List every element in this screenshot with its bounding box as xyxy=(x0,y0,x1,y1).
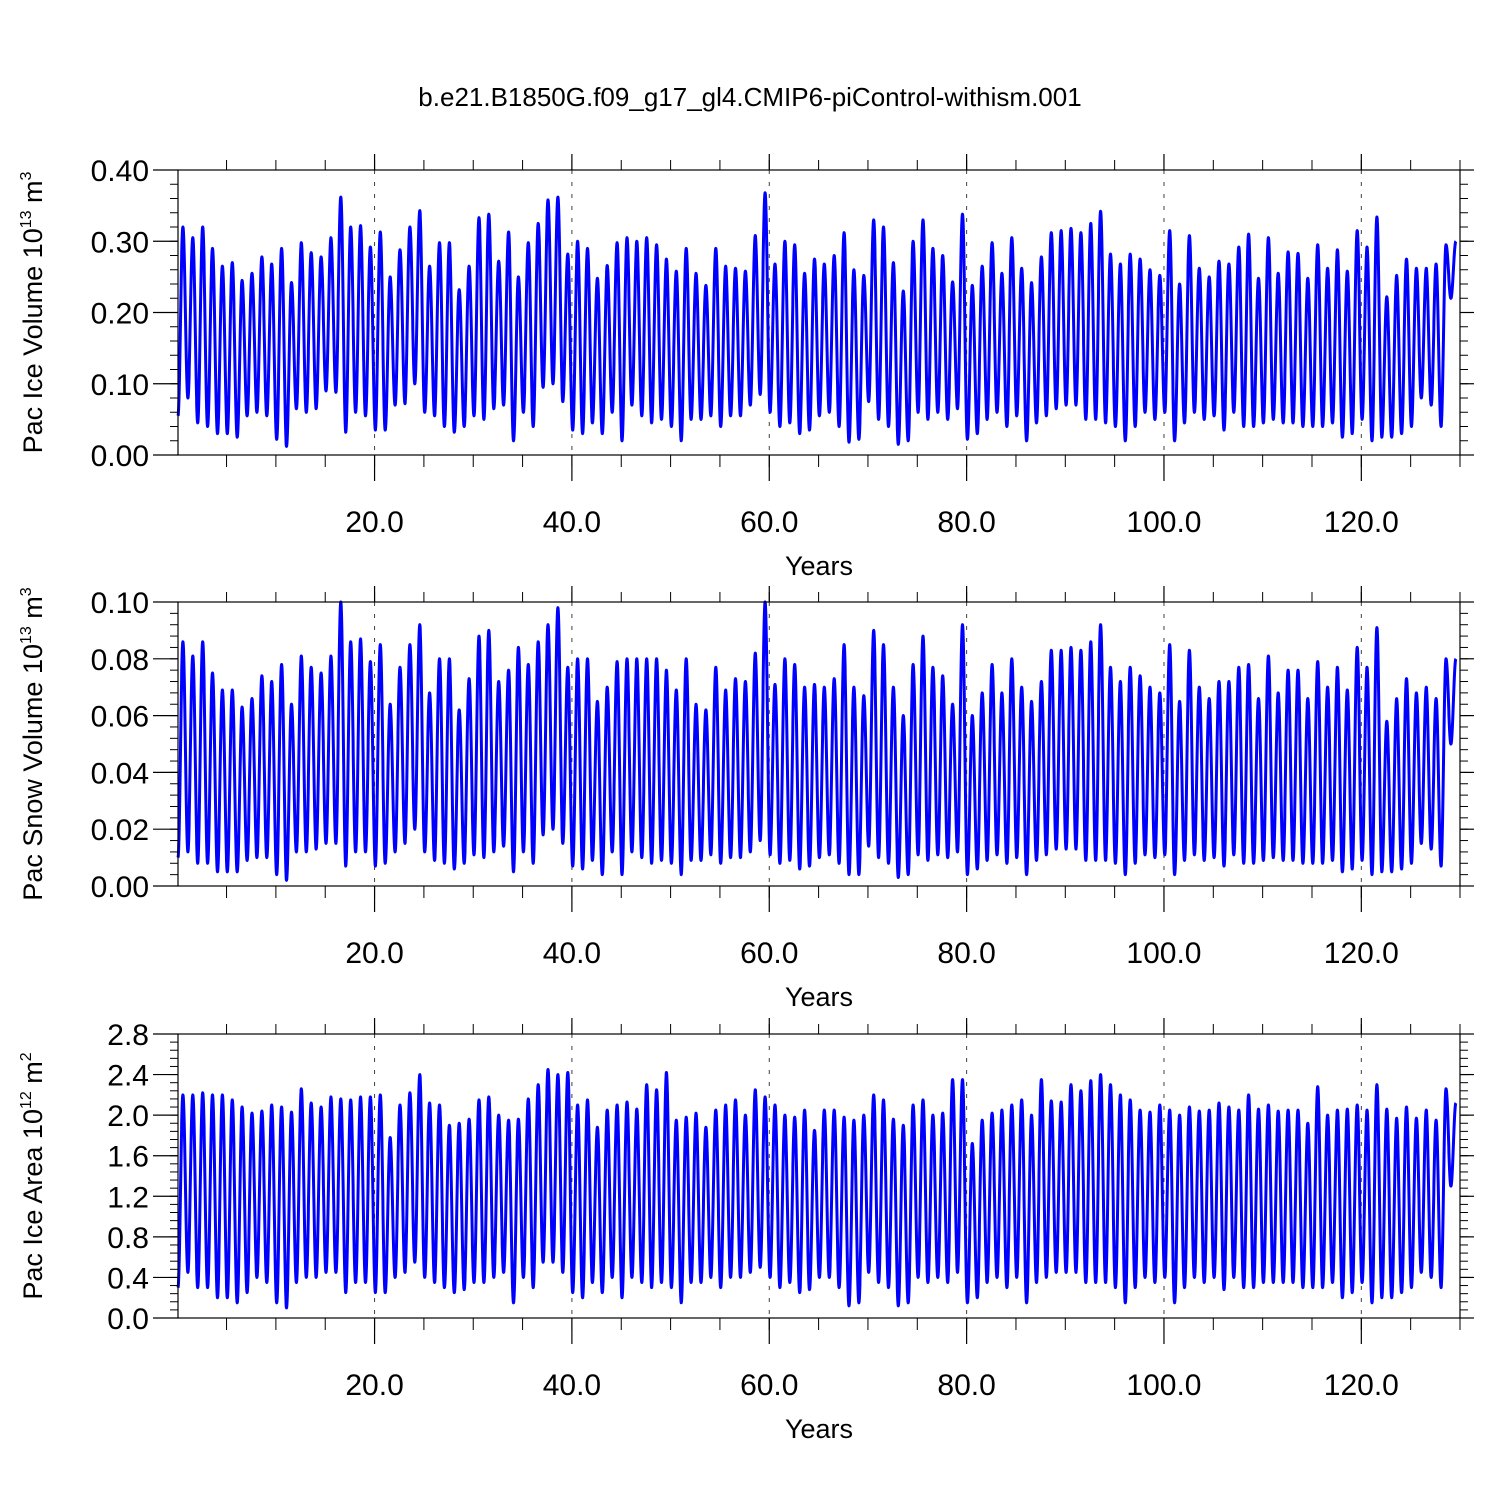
y-axis-label-superscript: 3 xyxy=(18,171,35,180)
x-tick-label: 20.0 xyxy=(345,506,403,539)
x-tick-label: 100.0 xyxy=(1126,506,1201,539)
y-tick-label: 0.30 xyxy=(91,226,149,259)
y-axis-label-part: m xyxy=(18,596,48,626)
y-axis-label-part: m xyxy=(18,1061,48,1091)
x-tick-label: 40.0 xyxy=(543,937,601,970)
data-series-line xyxy=(176,191,1458,448)
x-axis-label: Years xyxy=(785,1414,853,1444)
x-tick-label: 60.0 xyxy=(740,506,798,539)
x-tick-label: 20.0 xyxy=(345,937,403,970)
y-tick-label: 0.08 xyxy=(91,644,149,677)
y-tick-label: 0.10 xyxy=(91,587,149,620)
y-axis-label: Pac Ice Area 1012 m2 xyxy=(18,1052,48,1299)
y-axis-label: Pac Ice Volume 1013 m3 xyxy=(18,171,48,453)
y-tick-label: 2.4 xyxy=(107,1060,149,1093)
y-tick-label: 0.0 xyxy=(107,1303,149,1336)
x-tick-label: 120.0 xyxy=(1324,506,1399,539)
y-axis-label-superscript: 12 xyxy=(18,1091,35,1109)
y-axis-label-superscript: 3 xyxy=(18,587,35,596)
chart-panel-3: 0.0 0.4 0.8 1.2 1.6 2.0 2.4 2.8 20.0 40.0 60.0 80.0… xyxy=(18,1018,1474,1444)
y-axis-label-superscript: 13 xyxy=(18,626,35,644)
y-axis-label: Pac Snow Volume 1013 m3 xyxy=(18,587,48,900)
x-tick-label: 40.0 xyxy=(543,1369,601,1402)
x-tick-label: 80.0 xyxy=(937,506,995,539)
y-tick-label: 0.06 xyxy=(91,701,149,734)
y-axis-label-superscript: 2 xyxy=(18,1052,35,1061)
x-tick-label: 80.0 xyxy=(937,1369,995,1402)
y-tick-label: 0.20 xyxy=(91,298,149,331)
x-tick-label: 100.0 xyxy=(1126,1369,1201,1402)
y-tick-label: 0.02 xyxy=(91,814,149,847)
y-tick-label: 1.2 xyxy=(107,1181,149,1214)
x-tick-label: 100.0 xyxy=(1126,937,1201,970)
y-tick-label: 0.4 xyxy=(107,1262,149,1295)
y-tick-label: 0.00 xyxy=(91,440,149,473)
figure-title: b.e21.B1850G.f09_g17_gl4.CMIP6-piControl… xyxy=(418,82,1081,112)
x-tick-label: 40.0 xyxy=(543,506,601,539)
x-tick-label: 60.0 xyxy=(740,937,798,970)
y-tick-label: 0.40 xyxy=(91,155,149,188)
chart-panel-2: 0.00 0.02 0.04 0.06 0.08 0.10 20.0 40.0 60.0 80.0… xyxy=(18,586,1474,1012)
y-axis-label-superscript: 13 xyxy=(18,210,35,228)
y-tick-label: 2.0 xyxy=(107,1100,149,1133)
x-tick-label: 120.0 xyxy=(1324,937,1399,970)
y-axis-label-part: m xyxy=(18,180,48,210)
x-tick-label: 80.0 xyxy=(937,937,995,970)
x-axis-label: Years xyxy=(785,551,853,581)
chart-panel-1: 0.00 0.10 0.20 0.30 0.40 20.0 40.0 60.0 80.0 100.… xyxy=(18,154,1474,581)
y-tick-label: 0.00 xyxy=(91,871,149,904)
x-tick-label: 20.0 xyxy=(345,1369,403,1402)
x-axis-label: Years xyxy=(785,982,853,1012)
y-tick-label: 1.6 xyxy=(107,1141,149,1174)
data-series-line xyxy=(176,1068,1458,1310)
y-tick-label: 2.8 xyxy=(107,1019,149,1052)
y-axis-label-part: Pac Ice Area 10 xyxy=(18,1109,48,1300)
y-tick-label: 0.8 xyxy=(107,1222,149,1255)
y-tick-label: 0.10 xyxy=(91,369,149,402)
y-tick-label: 0.04 xyxy=(91,757,149,790)
x-tick-label: 120.0 xyxy=(1324,1369,1399,1402)
data-series-line xyxy=(176,600,1458,882)
y-axis-label-part: Pac Snow Volume 10 xyxy=(18,644,48,901)
y-axis-label-part: Pac Ice Volume 10 xyxy=(18,228,48,453)
x-tick-label: 60.0 xyxy=(740,1369,798,1402)
